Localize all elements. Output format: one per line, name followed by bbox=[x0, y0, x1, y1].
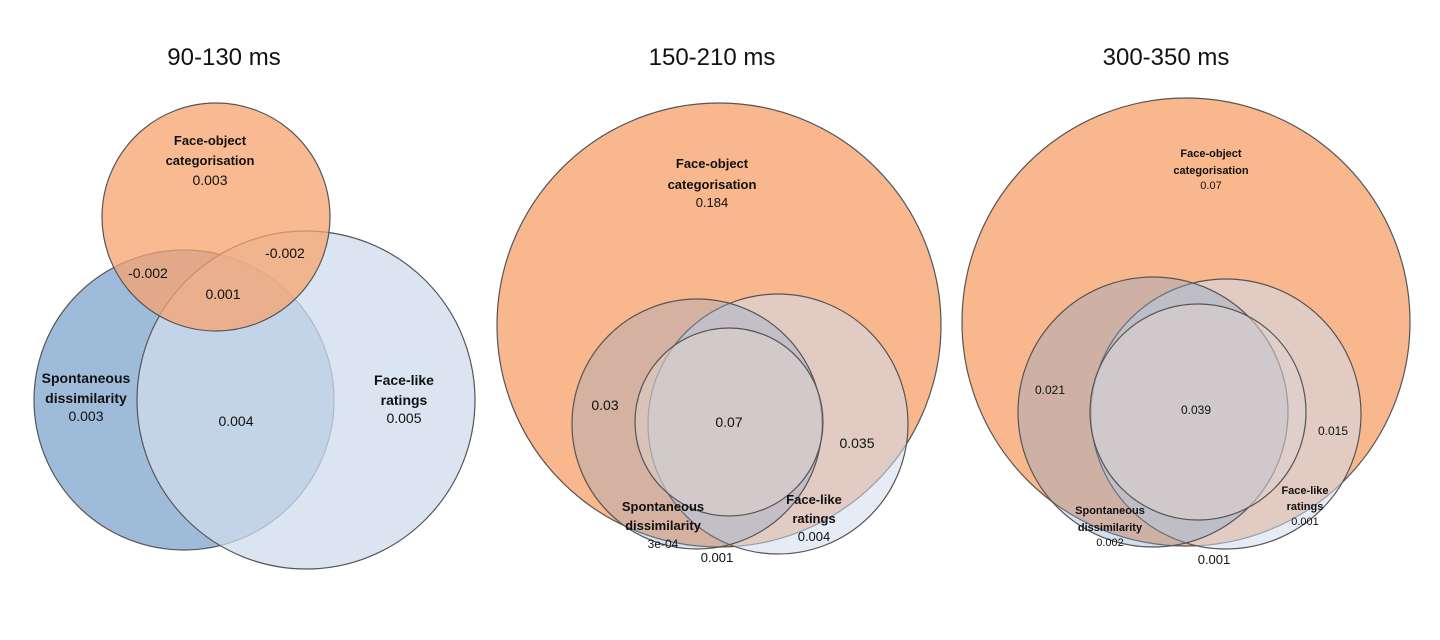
face-object-label-line2: categorisation bbox=[1173, 165, 1248, 177]
overlap-all-three: 0.001 bbox=[205, 286, 240, 302]
overlap-all-three: 0.07 bbox=[715, 414, 742, 430]
face-like-value: 0.004 bbox=[798, 529, 831, 544]
overlap-face-object-face-like: 0.015 bbox=[1318, 424, 1348, 438]
inner-overlap-circle bbox=[1089, 303, 1307, 521]
spontaneous-value: 0.002 bbox=[1096, 537, 1124, 549]
spontaneous-label-line2: dissimilarity bbox=[45, 390, 127, 406]
face-object-label-line1: Face-object bbox=[174, 133, 247, 148]
face-like-label-line1: Face-like bbox=[786, 492, 842, 507]
spontaneous-label-line2: dissimilarity bbox=[1078, 522, 1143, 534]
face-object-circle bbox=[101, 102, 331, 332]
overlap-face-object-face-like: -0.002 bbox=[265, 245, 305, 261]
overlap-face-object-spontaneous: -0.002 bbox=[128, 265, 168, 281]
overlap-spontaneous-face-like: 0.001 bbox=[1198, 552, 1231, 567]
panel-title: 300-350 ms bbox=[1103, 44, 1230, 71]
panel-150-210: 150-210 ms Face-object categorisation 0.… bbox=[496, 44, 942, 565]
face-object-value: 0.184 bbox=[696, 195, 729, 210]
panel-title: 90-130 ms bbox=[167, 44, 280, 71]
face-object-value: 0.07 bbox=[1200, 180, 1221, 192]
face-like-label-line2: ratings bbox=[381, 392, 428, 408]
overlap-all-three: 0.039 bbox=[1181, 403, 1211, 417]
spontaneous-label-line2: dissimilarity bbox=[625, 518, 702, 533]
spontaneous-value: 3e-04 bbox=[648, 537, 679, 551]
face-object-value: 0.003 bbox=[192, 172, 227, 188]
face-object-label-line1: Face-object bbox=[676, 156, 749, 171]
inner-overlap-circle bbox=[634, 327, 824, 517]
face-like-value: 0.001 bbox=[1291, 516, 1319, 528]
face-like-label-line1: Face-like bbox=[1281, 485, 1328, 497]
panel-90-130: 90-130 ms Face-object categorisation 0.0… bbox=[33, 44, 476, 570]
overlap-face-object-face-like: 0.035 bbox=[839, 435, 874, 451]
face-object-label-line1: Face-object bbox=[1180, 148, 1241, 160]
overlap-face-object-spontaneous: 0.03 bbox=[591, 397, 618, 413]
panel-300-350: 300-350 ms Face-object categorisation 0.… bbox=[961, 44, 1411, 567]
overlap-spontaneous-face-like: 0.001 bbox=[701, 550, 734, 565]
face-like-label-line1: Face-like bbox=[374, 372, 434, 388]
panel-title: 150-210 ms bbox=[649, 44, 776, 71]
spontaneous-label-line1: Spontaneous bbox=[1075, 505, 1145, 517]
face-object-label-line2: categorisation bbox=[668, 177, 757, 192]
spontaneous-label-line1: Spontaneous bbox=[42, 370, 131, 386]
face-object-label-line2: categorisation bbox=[166, 153, 255, 168]
spontaneous-label-line1: Spontaneous bbox=[622, 499, 704, 514]
overlap-face-object-spontaneous: 0.021 bbox=[1035, 383, 1065, 397]
overlap-spontaneous-face-like: 0.004 bbox=[218, 413, 253, 429]
face-like-label-line2: ratings bbox=[1287, 501, 1324, 513]
face-like-label-line2: ratings bbox=[792, 511, 835, 526]
spontaneous-value: 0.003 bbox=[68, 408, 103, 424]
face-like-value: 0.005 bbox=[386, 410, 421, 426]
